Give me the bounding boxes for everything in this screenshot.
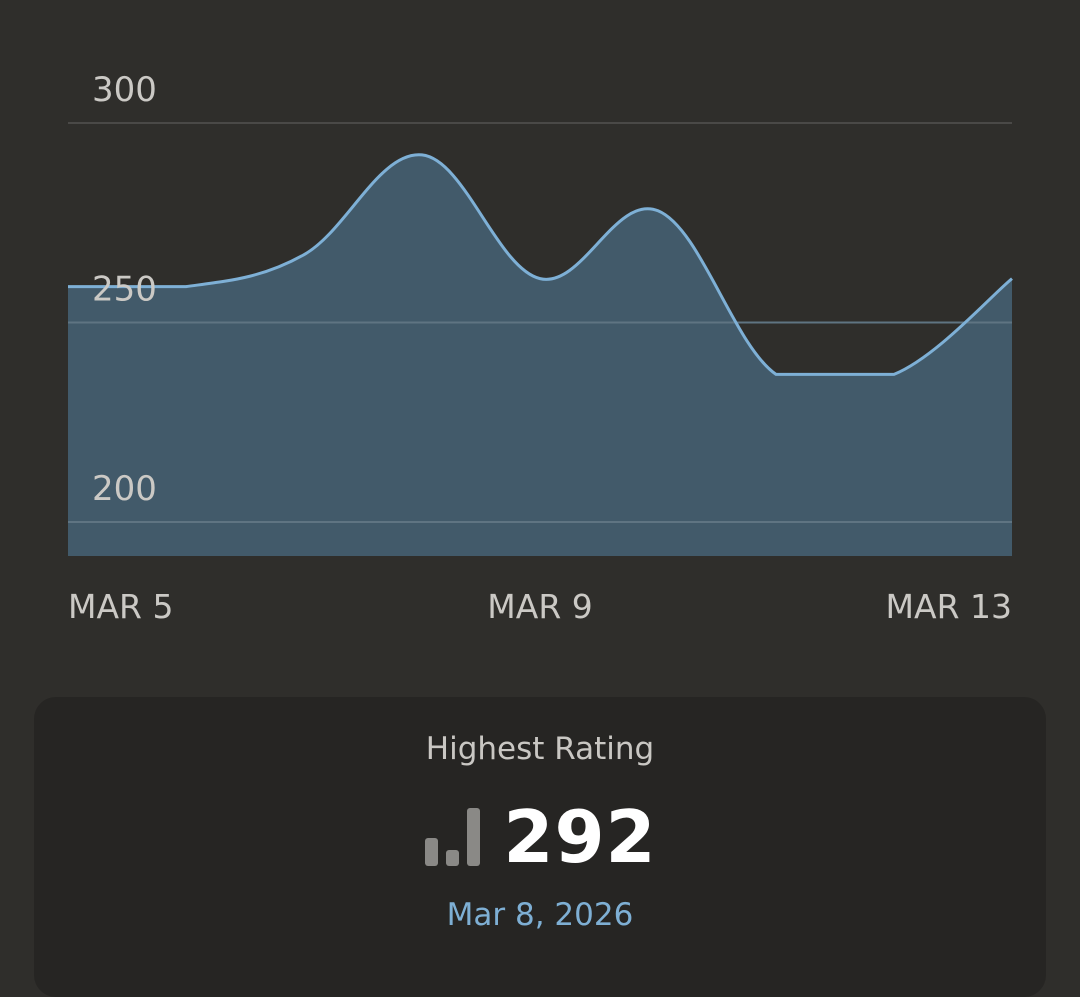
highest-rating-card: Highest Rating 292 Mar 8, 2026 bbox=[34, 697, 1046, 997]
y-tick-label-300: 300 bbox=[92, 70, 157, 110]
bar-chart-icon bbox=[425, 808, 481, 866]
rating-area-chart: 300 250 200 MAR 5 MAR 9 MAR 13 bbox=[67, 70, 1013, 626]
card-title: Highest Rating bbox=[425, 731, 655, 767]
x-tick-label: MAR 9 bbox=[487, 587, 592, 626]
y-tick-label-200: 200 bbox=[92, 469, 157, 509]
series-line bbox=[67, 153, 1013, 376]
highest-rating-value: 292 bbox=[503, 795, 657, 879]
y-tick-label-250: 250 bbox=[92, 270, 157, 310]
x-tick-label: MAR 13 bbox=[886, 587, 1012, 626]
x-tick-label: MAR 5 bbox=[68, 587, 173, 626]
area-fill bbox=[68, 154, 1012, 556]
highest-rating-date: Mar 8, 2026 bbox=[446, 897, 634, 933]
card-value-row: 292 bbox=[34, 801, 1046, 873]
